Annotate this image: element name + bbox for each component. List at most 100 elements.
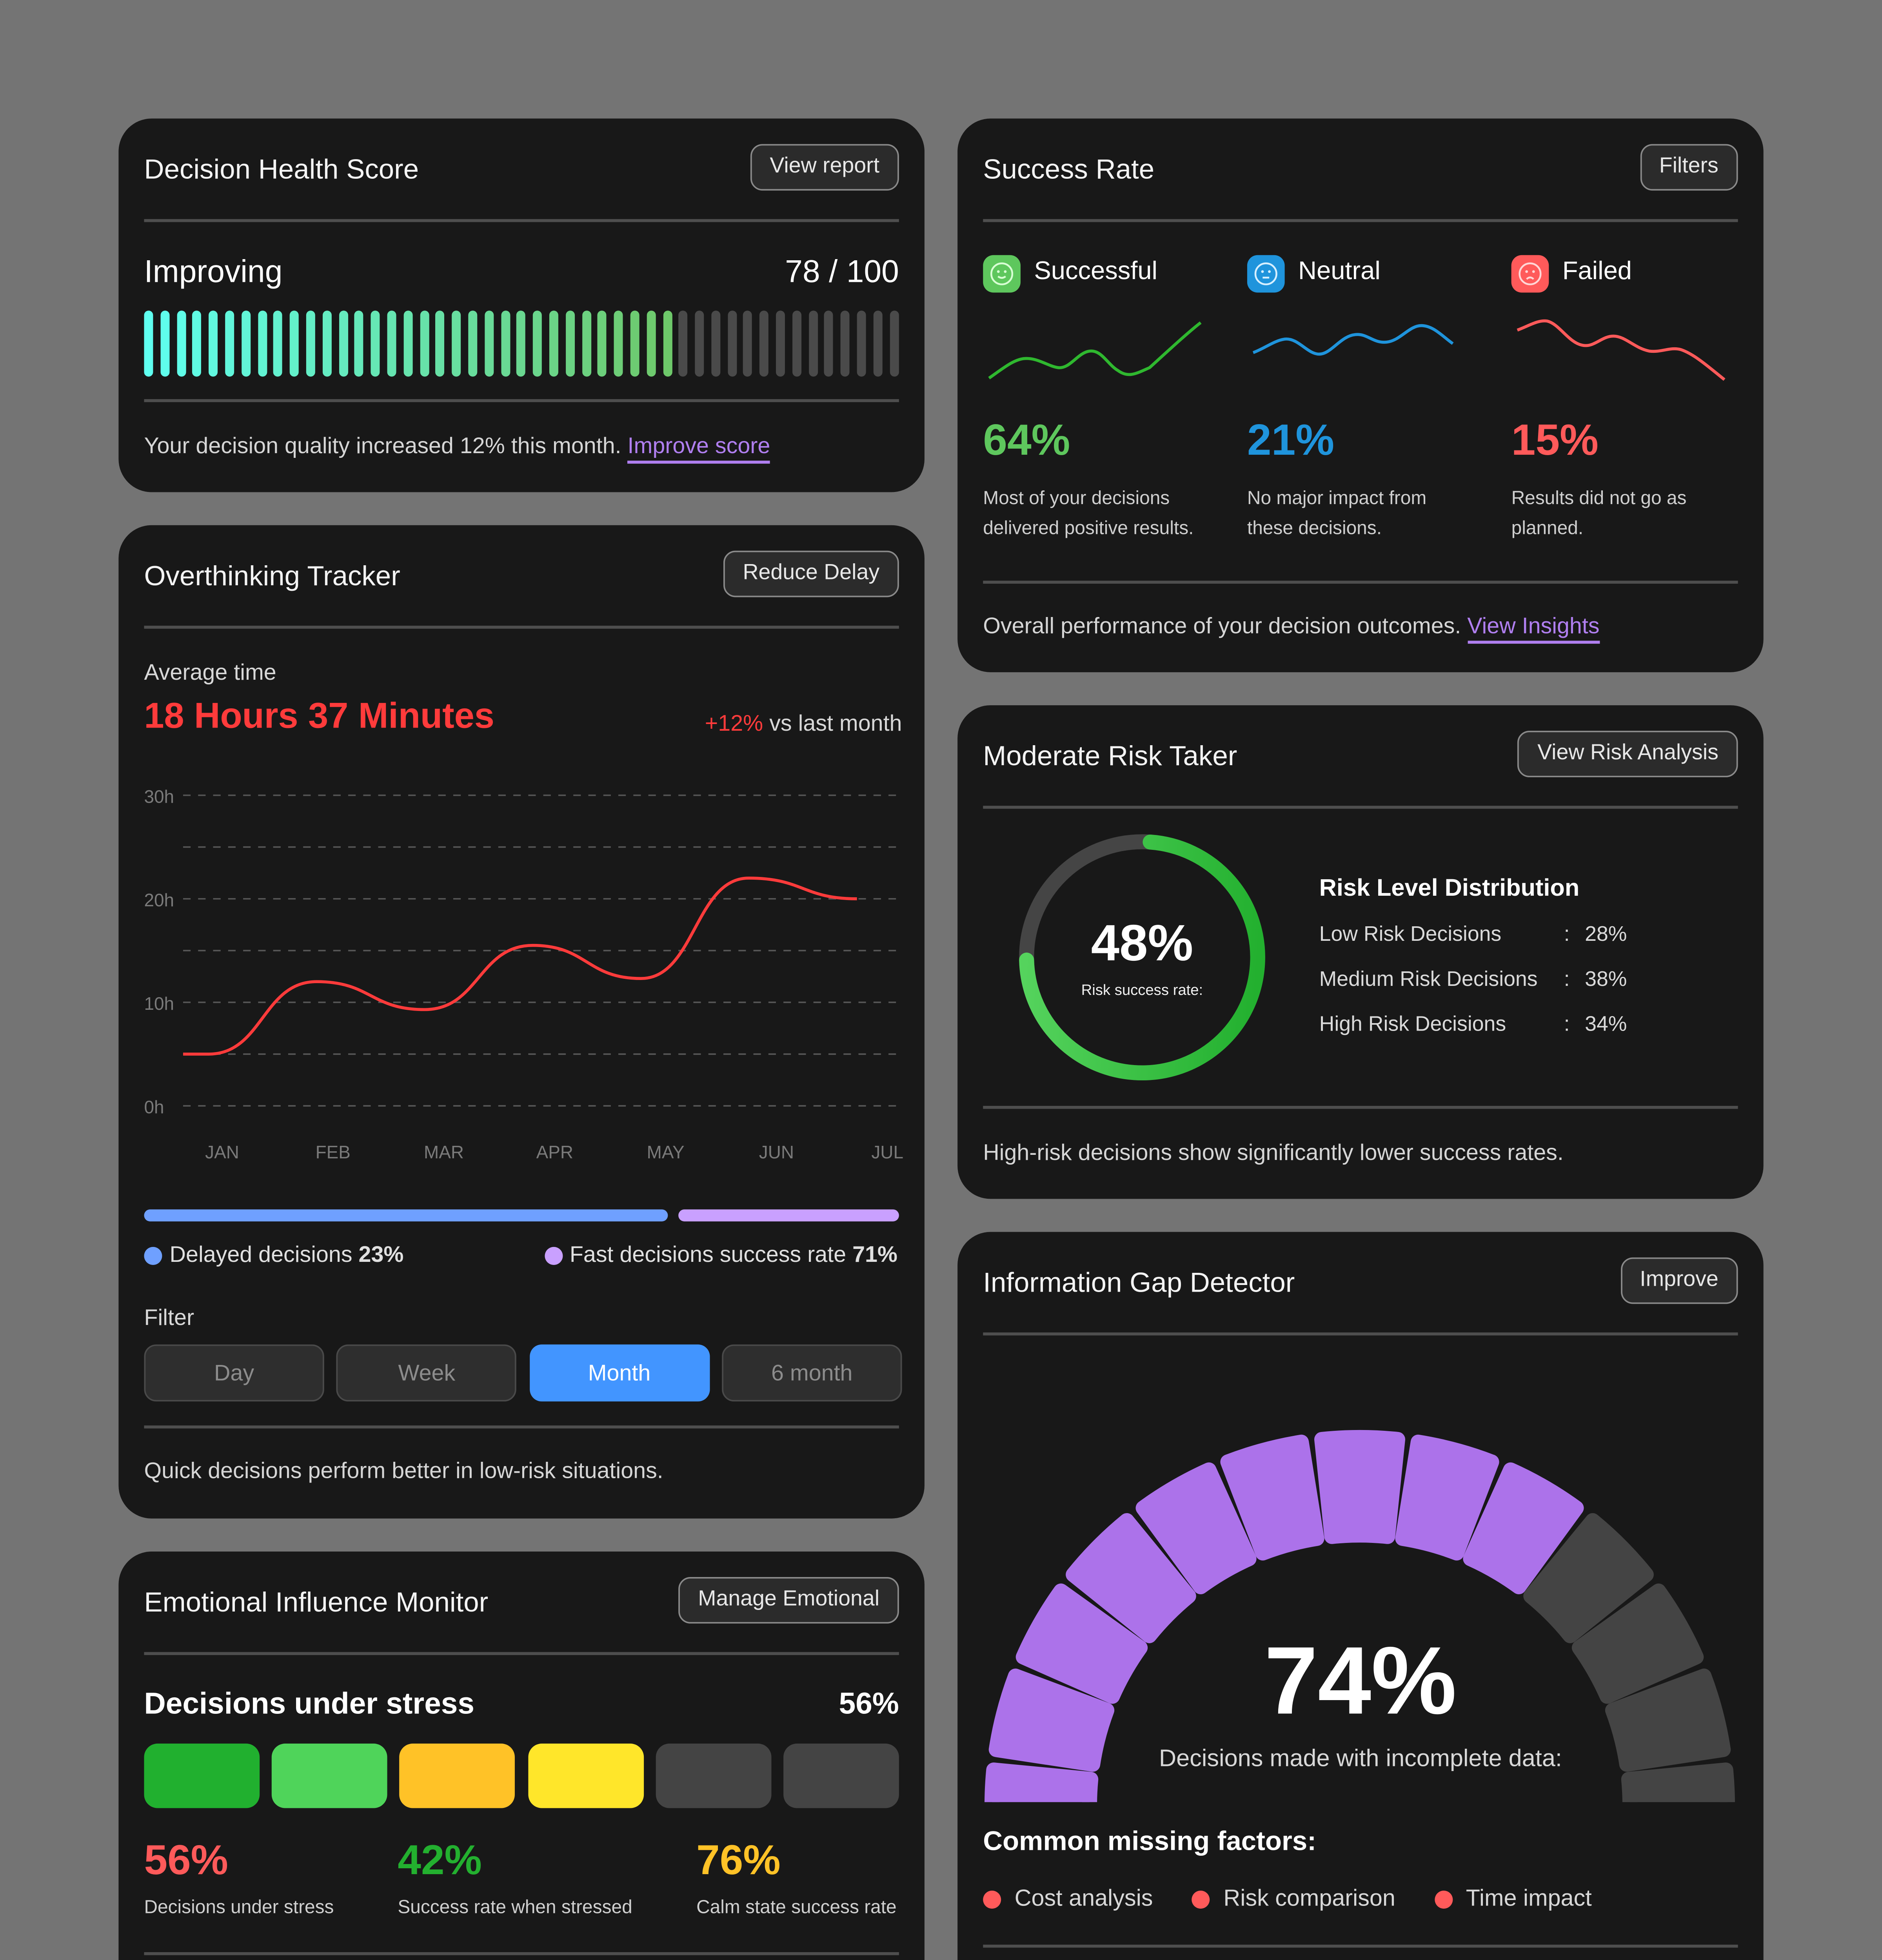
desc-line: these decisions. bbox=[1247, 517, 1382, 539]
health-bar-segment bbox=[841, 310, 850, 377]
risk-footer: High-risk decisions show significantly l… bbox=[983, 1140, 1564, 1166]
health-bar-segment bbox=[873, 310, 883, 377]
risk-percent-label: Risk success rate: bbox=[1081, 983, 1203, 1000]
legend-value: 23% bbox=[358, 1242, 404, 1268]
average-time-line bbox=[183, 877, 857, 1056]
filter-day[interactable]: Day bbox=[144, 1344, 324, 1402]
filter-week[interactable]: Week bbox=[336, 1344, 517, 1402]
success-item-neutral: Neutral 21% No major impact from these d… bbox=[1247, 255, 1502, 555]
stress-heading-value: 56% bbox=[839, 1688, 899, 1721]
stat-value: 76% bbox=[696, 1837, 781, 1883]
health-bar-segment bbox=[565, 310, 574, 377]
health-bar-segment bbox=[662, 310, 672, 377]
gauge-segment-filled bbox=[1463, 1462, 1584, 1595]
colon: : bbox=[1564, 921, 1570, 946]
gauge-segment-empty bbox=[1571, 1583, 1704, 1704]
health-footer-text: Your decision quality increased 12% this… bbox=[144, 434, 621, 459]
improve-score-link[interactable]: Improve score bbox=[627, 434, 770, 464]
colon: : bbox=[1564, 1011, 1570, 1036]
reduce-delay-button[interactable]: Reduce Delay bbox=[723, 550, 899, 597]
health-bar-segment bbox=[193, 310, 202, 377]
divider bbox=[983, 581, 1738, 583]
stress-level-block bbox=[527, 1743, 643, 1808]
stress-heading: Decisions under stress bbox=[144, 1688, 474, 1721]
divider bbox=[144, 219, 899, 221]
health-bar-segment bbox=[452, 310, 461, 377]
desc-line: planned. bbox=[1511, 517, 1584, 539]
risk-row-label: High Risk Decisions bbox=[1319, 1011, 1506, 1036]
success-item-failed: Failed 15% Results did not go as planned… bbox=[1511, 255, 1751, 555]
x-tick-label: MAR bbox=[424, 1142, 464, 1162]
emotional-stat: 56% Decisions under stress bbox=[144, 1837, 334, 1918]
gauge-segment-empty bbox=[1621, 1762, 1735, 1802]
risk-donut-chart bbox=[1019, 834, 1265, 1081]
sad-face-icon bbox=[1511, 255, 1549, 293]
health-bar-segment bbox=[241, 310, 251, 377]
item-description: Most of your decisions delivered positiv… bbox=[983, 483, 1194, 543]
health-bar-segment bbox=[484, 310, 494, 377]
health-bar-segment bbox=[743, 310, 753, 377]
health-bar-segment bbox=[436, 310, 445, 377]
decision-health-card: Decision Health Score View report Improv… bbox=[118, 118, 925, 492]
health-footer: Your decision quality increased 12% this… bbox=[144, 434, 770, 464]
red-dot-icon bbox=[1434, 1891, 1453, 1909]
health-bar-segment bbox=[468, 310, 478, 377]
health-bar-segment bbox=[306, 310, 315, 377]
health-bar-segment bbox=[274, 310, 283, 377]
x-tick-label: JUN bbox=[759, 1142, 794, 1162]
gauge-segment-filled bbox=[985, 1762, 1099, 1802]
view-insights-link[interactable]: View Insights bbox=[1467, 613, 1600, 644]
y-tick-0h: 0h bbox=[144, 1097, 164, 1117]
health-bar-segment bbox=[225, 310, 234, 377]
gauge-segment-empty bbox=[1605, 1668, 1731, 1772]
health-bar-segment bbox=[160, 310, 169, 377]
emotional-stat: 76% Calm state success rate bbox=[696, 1837, 897, 1918]
stat-value: 42% bbox=[398, 1837, 482, 1883]
divider bbox=[983, 1106, 1738, 1108]
filter-month[interactable]: Month bbox=[529, 1344, 710, 1402]
legend-fast: Fast decisions success rate 71% bbox=[544, 1242, 897, 1268]
filters-button[interactable]: Filters bbox=[1639, 144, 1738, 191]
overthinking-tracker-card: Overthinking Tracker Reduce Delay Averag… bbox=[118, 525, 925, 1519]
filter-6-month[interactable]: 6 month bbox=[722, 1344, 902, 1402]
stress-level-block bbox=[144, 1743, 260, 1808]
risk-row-value: 34% bbox=[1585, 1011, 1627, 1036]
improve-button[interactable]: Improve bbox=[1620, 1257, 1738, 1304]
view-report-button[interactable]: View report bbox=[750, 144, 899, 191]
health-bar-segment bbox=[420, 310, 429, 377]
gauge-segment-filled bbox=[1220, 1434, 1324, 1561]
risk-row-label: Medium Risk Decisions bbox=[1319, 966, 1538, 991]
success-item-successful: Successful 64% Most of your decisions de… bbox=[983, 255, 1238, 555]
delayed-decisions-bar bbox=[144, 1209, 668, 1221]
fast-decisions-bar bbox=[678, 1209, 899, 1221]
card-title: Success Rate bbox=[983, 153, 1155, 185]
missing-factor-item: Cost analysis bbox=[983, 1886, 1153, 1913]
card-title: Moderate Risk Taker bbox=[983, 740, 1237, 771]
factor-label: Risk comparison bbox=[1223, 1886, 1395, 1912]
x-tick-label: MAY bbox=[647, 1142, 685, 1162]
gauge-segment-filled bbox=[1015, 1583, 1148, 1704]
health-bar-segment bbox=[290, 310, 299, 377]
card-title: Emotional Influence Monitor bbox=[144, 1586, 489, 1618]
health-bar-meter bbox=[144, 310, 899, 377]
health-bar-segment bbox=[500, 310, 510, 377]
view-risk-analysis-button[interactable]: View Risk Analysis bbox=[1518, 731, 1738, 777]
success-footer-text: Overall performance of your decision out… bbox=[983, 613, 1461, 639]
missing-factors-title: Common missing factors: bbox=[983, 1826, 1317, 1856]
health-bar-segment bbox=[354, 310, 364, 377]
y-tick-30h: 30h bbox=[144, 786, 174, 807]
change-vs-last-month: +12% vs last month bbox=[705, 711, 902, 737]
stat-label: Calm state success rate bbox=[696, 1896, 897, 1918]
manage-emotional-button[interactable]: Manage Emotional bbox=[678, 1577, 899, 1624]
health-bar-segment bbox=[857, 310, 866, 377]
gauge-segment-filled bbox=[1135, 1462, 1257, 1595]
health-score: 78 / 100 bbox=[785, 255, 899, 290]
desc-line: Results did not go as bbox=[1511, 488, 1687, 509]
health-bar-segment bbox=[825, 310, 834, 377]
divider bbox=[144, 399, 899, 401]
risk-row: Medium Risk Decisions:38% bbox=[1319, 966, 1709, 1011]
stress-level-block bbox=[783, 1743, 899, 1808]
item-value: 64% bbox=[983, 417, 1070, 465]
smile-icon bbox=[983, 255, 1021, 293]
y-tick-20h: 20h bbox=[144, 890, 174, 910]
